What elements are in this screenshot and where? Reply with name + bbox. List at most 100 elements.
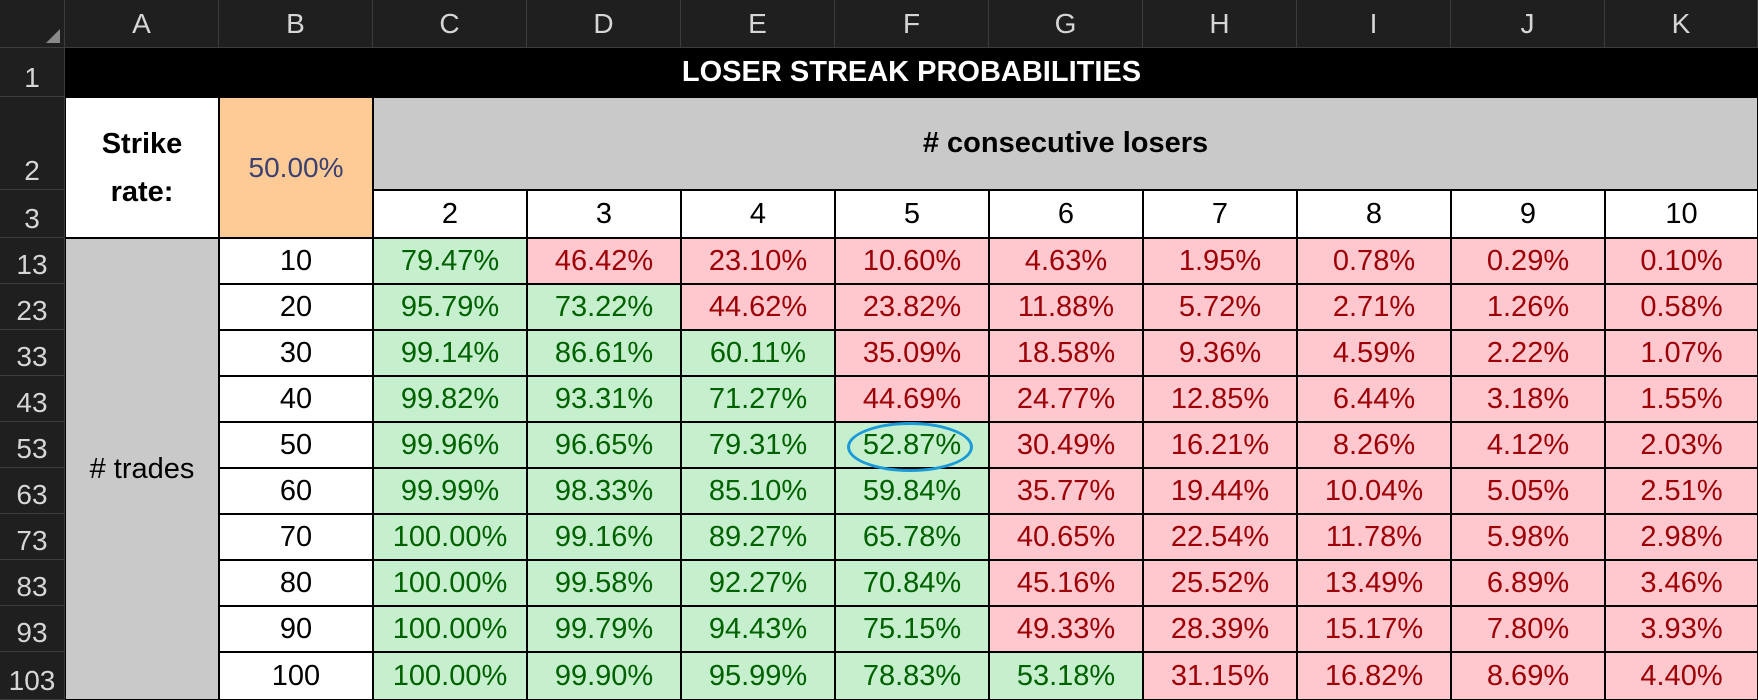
probability-cell[interactable]: 7.80% <box>1451 606 1605 652</box>
trades-count-cell[interactable]: 80 <box>219 560 373 606</box>
losers-count-header-7[interactable]: 7 <box>1143 190 1297 238</box>
probability-cell[interactable]: 8.26% <box>1297 422 1451 468</box>
probability-cell[interactable]: 30.49% <box>989 422 1143 468</box>
probability-cell[interactable]: 0.78% <box>1297 238 1451 284</box>
probability-cell[interactable]: 28.39% <box>1143 606 1297 652</box>
column-header-d[interactable]: D <box>527 0 681 48</box>
probability-cell[interactable]: 85.10% <box>681 468 835 514</box>
losers-count-header-9[interactable]: 9 <box>1451 190 1605 238</box>
probability-cell[interactable]: 4.40% <box>1605 652 1758 700</box>
probability-cell[interactable]: 4.12% <box>1451 422 1605 468</box>
losers-count-header-5[interactable]: 5 <box>835 190 989 238</box>
probability-cell[interactable]: 40.65% <box>989 514 1143 560</box>
trades-count-cell[interactable]: 70 <box>219 514 373 560</box>
trades-count-cell[interactable]: 40 <box>219 376 373 422</box>
consecutive-losers-header[interactable]: # consecutive losers <box>373 97 1758 190</box>
row-header-93[interactable]: 93 <box>0 606 65 652</box>
probability-cell[interactable]: 3.46% <box>1605 560 1758 606</box>
column-header-c[interactable]: C <box>373 0 527 48</box>
row-header-63[interactable]: 63 <box>0 468 65 514</box>
probability-cell[interactable]: 22.54% <box>1143 514 1297 560</box>
probability-cell[interactable]: 2.03% <box>1605 422 1758 468</box>
column-header-j[interactable]: J <box>1451 0 1605 48</box>
probability-cell[interactable]: 0.29% <box>1451 238 1605 284</box>
probability-cell[interactable]: 78.83% <box>835 652 989 700</box>
probability-cell[interactable]: 99.90% <box>527 652 681 700</box>
probability-cell[interactable]: 99.96% <box>373 422 527 468</box>
row-header-3[interactable]: 3 <box>0 190 65 238</box>
select-all-corner[interactable] <box>0 0 65 48</box>
column-header-e[interactable]: E <box>681 0 835 48</box>
probability-cell[interactable]: 59.84% <box>835 468 989 514</box>
probability-cell[interactable]: 99.82% <box>373 376 527 422</box>
probability-cell[interactable]: 99.99% <box>373 468 527 514</box>
probability-cell[interactable]: 3.93% <box>1605 606 1758 652</box>
probability-cell[interactable]: 100.00% <box>373 652 527 700</box>
probability-cell[interactable]: 1.26% <box>1451 284 1605 330</box>
probability-cell[interactable]: 53.18% <box>989 652 1143 700</box>
probability-cell[interactable]: 46.42% <box>527 238 681 284</box>
probability-cell[interactable]: 4.63% <box>989 238 1143 284</box>
probability-cell[interactable]: 65.78% <box>835 514 989 560</box>
strike-rate-input[interactable]: 50.00% <box>219 97 373 238</box>
probability-cell[interactable]: 1.55% <box>1605 376 1758 422</box>
trades-count-cell[interactable]: 90 <box>219 606 373 652</box>
probability-cell[interactable]: 5.05% <box>1451 468 1605 514</box>
probability-cell[interactable]: 6.44% <box>1297 376 1451 422</box>
probability-cell[interactable]: 25.52% <box>1143 560 1297 606</box>
probability-cell[interactable]: 5.72% <box>1143 284 1297 330</box>
probability-cell[interactable]: 95.79% <box>373 284 527 330</box>
probability-cell[interactable]: 44.62% <box>681 284 835 330</box>
probability-cell[interactable]: 98.33% <box>527 468 681 514</box>
probability-cell[interactable]: 100.00% <box>373 514 527 560</box>
probability-cell[interactable]: 95.99% <box>681 652 835 700</box>
probability-cell[interactable]: 10.60% <box>835 238 989 284</box>
probability-cell[interactable]: 100.00% <box>373 606 527 652</box>
row-header-43[interactable]: 43 <box>0 376 65 422</box>
probability-cell[interactable]: 18.58% <box>989 330 1143 376</box>
probability-cell[interactable]: 24.77% <box>989 376 1143 422</box>
row-header-83[interactable]: 83 <box>0 560 65 606</box>
sheet-title[interactable]: LOSER STREAK PROBABILITIES <box>65 48 1758 97</box>
probability-cell[interactable]: 13.49% <box>1297 560 1451 606</box>
column-header-h[interactable]: H <box>1143 0 1297 48</box>
trades-count-cell[interactable]: 30 <box>219 330 373 376</box>
probability-cell[interactable]: 15.17% <box>1297 606 1451 652</box>
column-header-g[interactable]: G <box>989 0 1143 48</box>
probability-cell[interactable]: 86.61% <box>527 330 681 376</box>
row-header-33[interactable]: 33 <box>0 330 65 376</box>
probability-cell[interactable]: 49.33% <box>989 606 1143 652</box>
probability-cell[interactable]: 5.98% <box>1451 514 1605 560</box>
losers-count-header-4[interactable]: 4 <box>681 190 835 238</box>
probability-cell[interactable]: 0.58% <box>1605 284 1758 330</box>
column-header-f[interactable]: F <box>835 0 989 48</box>
probability-cell[interactable]: 2.71% <box>1297 284 1451 330</box>
probability-cell[interactable]: 23.82% <box>835 284 989 330</box>
probability-cell[interactable]: 10.04% <box>1297 468 1451 514</box>
probability-cell[interactable]: 99.16% <box>527 514 681 560</box>
probability-cell[interactable]: 93.31% <box>527 376 681 422</box>
trades-count-cell[interactable]: 60 <box>219 468 373 514</box>
probability-cell[interactable]: 16.21% <box>1143 422 1297 468</box>
probability-cell[interactable]: 9.36% <box>1143 330 1297 376</box>
losers-count-header-10[interactable]: 10 <box>1605 190 1758 238</box>
column-header-a[interactable]: A <box>65 0 219 48</box>
probability-cell[interactable]: 60.11% <box>681 330 835 376</box>
probability-cell[interactable]: 71.27% <box>681 376 835 422</box>
probability-cell[interactable]: 2.22% <box>1451 330 1605 376</box>
probability-cell[interactable]: 8.69% <box>1451 652 1605 700</box>
probability-cell[interactable]: 79.47% <box>373 238 527 284</box>
probability-cell[interactable]: 19.44% <box>1143 468 1297 514</box>
probability-cell[interactable]: 52.87% <box>835 422 989 468</box>
probability-cell[interactable]: 35.77% <box>989 468 1143 514</box>
probability-cell[interactable]: 12.85% <box>1143 376 1297 422</box>
probability-cell[interactable]: 99.79% <box>527 606 681 652</box>
probability-cell[interactable]: 31.15% <box>1143 652 1297 700</box>
probability-cell[interactable]: 2.98% <box>1605 514 1758 560</box>
trades-count-cell[interactable]: 50 <box>219 422 373 468</box>
trades-count-cell[interactable]: 10 <box>219 238 373 284</box>
trades-label[interactable]: # trades <box>65 238 219 700</box>
probability-cell[interactable]: 11.78% <box>1297 514 1451 560</box>
trades-count-cell[interactable]: 20 <box>219 284 373 330</box>
row-header-53[interactable]: 53 <box>0 422 65 468</box>
